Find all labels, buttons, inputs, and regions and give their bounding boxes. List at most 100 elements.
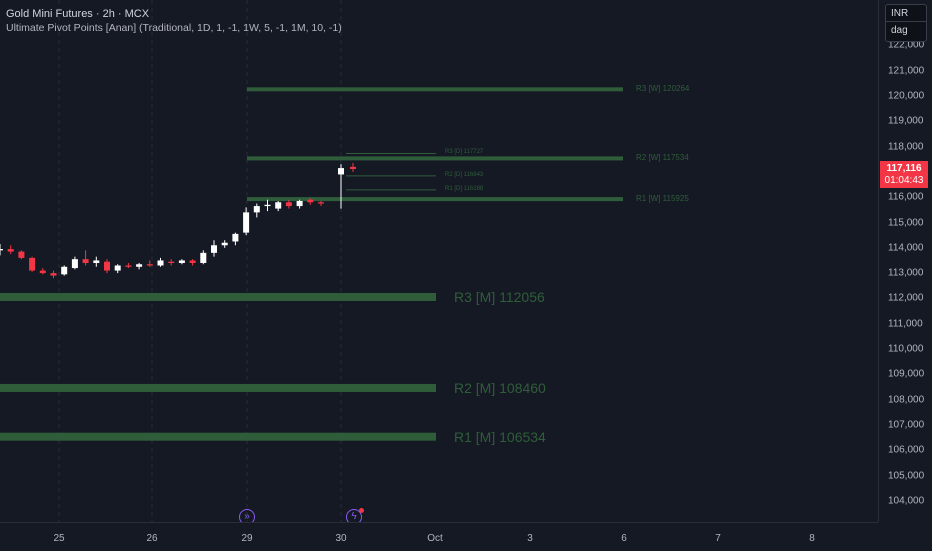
pivot-label-r3-monthly: R3 [M] 112056 [454,289,545,305]
candle [200,250,207,265]
candle-body [296,200,303,207]
pivot-label-r2-weekly: R2 [W] 117534 [636,153,689,162]
price-axis[interactable]: 122,000121,000120,000119,000118,000117,0… [878,0,932,522]
candle-body [7,249,14,252]
candle-body [93,260,100,263]
lightning-icon: ϟ [351,511,357,522]
candle-body [50,273,57,276]
weekly-pivot-line [247,156,623,161]
time-axis[interactable]: 25 26 29 30 Oct 3 6 7 8 [0,522,878,551]
candle-body [29,257,36,271]
candle-body [200,252,207,263]
symbol-title[interactable]: Gold Mini Futures · 2h · MCX [6,8,150,20]
candle-body [82,259,89,263]
candle-body [264,204,271,207]
price-tick: 113,000 [888,267,924,279]
candle [307,198,314,205]
time-tick: Oct [427,533,443,544]
candle [61,265,68,276]
candle [318,200,324,207]
pivot-label-r3-weekly: R3 [W] 120264 [636,84,690,93]
price-tick: 105,000 [888,470,925,481]
time-tick: 6 [621,533,627,544]
candle [211,240,217,257]
candle [243,207,250,236]
candle-body [61,266,68,275]
monthly-pivot-line [0,383,436,392]
dividend-event-marker[interactable]: » [239,509,255,522]
candle-body [307,199,314,203]
weekly-pivot-line [247,87,623,92]
price-tick: 115,000 [888,217,924,228]
currency-unit-selector[interactable]: INR dag [885,4,927,42]
candle [168,259,175,266]
monthly-pivot-line [0,292,436,301]
candle [29,256,36,272]
candle-body [0,249,3,251]
pivot-label-r3-daily: R3 [D] 117727 [445,149,484,155]
time-tick: 8 [809,533,815,544]
currency-label[interactable]: INR [886,5,926,22]
time-tick: 25 [53,533,65,544]
candle [178,259,185,265]
candle [264,199,271,212]
candle [93,256,100,267]
candle-body [104,261,110,271]
price-tick: 106,000 [888,444,925,456]
pivot-label-r2-monthly: R2 [M] 108460 [454,380,546,396]
price-tick: 104,000 [888,495,925,507]
candle-body [275,202,282,209]
candle [39,268,46,275]
unit-label[interactable]: dag [891,25,908,36]
price-tick: 120,000 [888,90,925,102]
candle-body [114,265,121,271]
price-tick: 121,000 [888,65,925,77]
candle [125,262,132,269]
candle-body [125,265,132,267]
candle-body [178,260,185,263]
price-tick: 108,000 [888,394,925,406]
candle-body [146,264,153,266]
price-chart[interactable] [0,0,878,522]
candle-body [136,264,143,267]
candle [114,264,121,274]
indicator-title[interactable]: Ultimate Pivot Points [Anan] (Traditiona… [6,22,342,34]
pivot-label-r1-monthly: R1 [M] 106534 [454,429,546,445]
price-tick: 122,000 [888,39,925,51]
pivot-label-r1-weekly: R1 [W] 115925 [636,194,689,203]
candle-body [211,245,217,253]
candle [50,270,57,279]
weekly-pivot-line [247,197,623,202]
candle-body [18,251,25,258]
candle-body [168,261,175,263]
earnings-event-marker[interactable]: ϟ [346,508,364,522]
candle [146,260,153,267]
notification-dot [359,508,364,513]
candle-body [318,202,324,204]
candle [338,164,344,209]
candle [157,257,164,267]
candle-body [338,168,344,175]
candle-body [253,206,260,213]
candle [285,199,292,209]
price-tick: 114,000 [888,242,924,254]
price-tick: 109,000 [888,368,925,380]
bar-countdown: 01:04:43 [884,175,924,186]
candle-body [157,260,164,266]
time-tick: 7 [715,533,721,544]
candle [7,245,14,255]
chart-area[interactable]: Gold Mini Futures · 2h · MCX Ultimate Pi… [0,0,878,522]
candle [136,262,143,270]
candle [296,199,303,209]
price-tick: 110,000 [888,343,924,355]
candle-body [243,212,250,233]
price-tick: 107,000 [888,419,925,431]
price-tick: 119,000 [888,115,924,127]
monthly-pivot-line [0,432,436,441]
candle [275,200,282,212]
candle [104,259,110,274]
candle [18,250,25,260]
time-tick: 29 [241,533,253,544]
candle-body [71,259,78,269]
pivot-label-r1-daily: R1 [D] 116288 [445,186,484,192]
